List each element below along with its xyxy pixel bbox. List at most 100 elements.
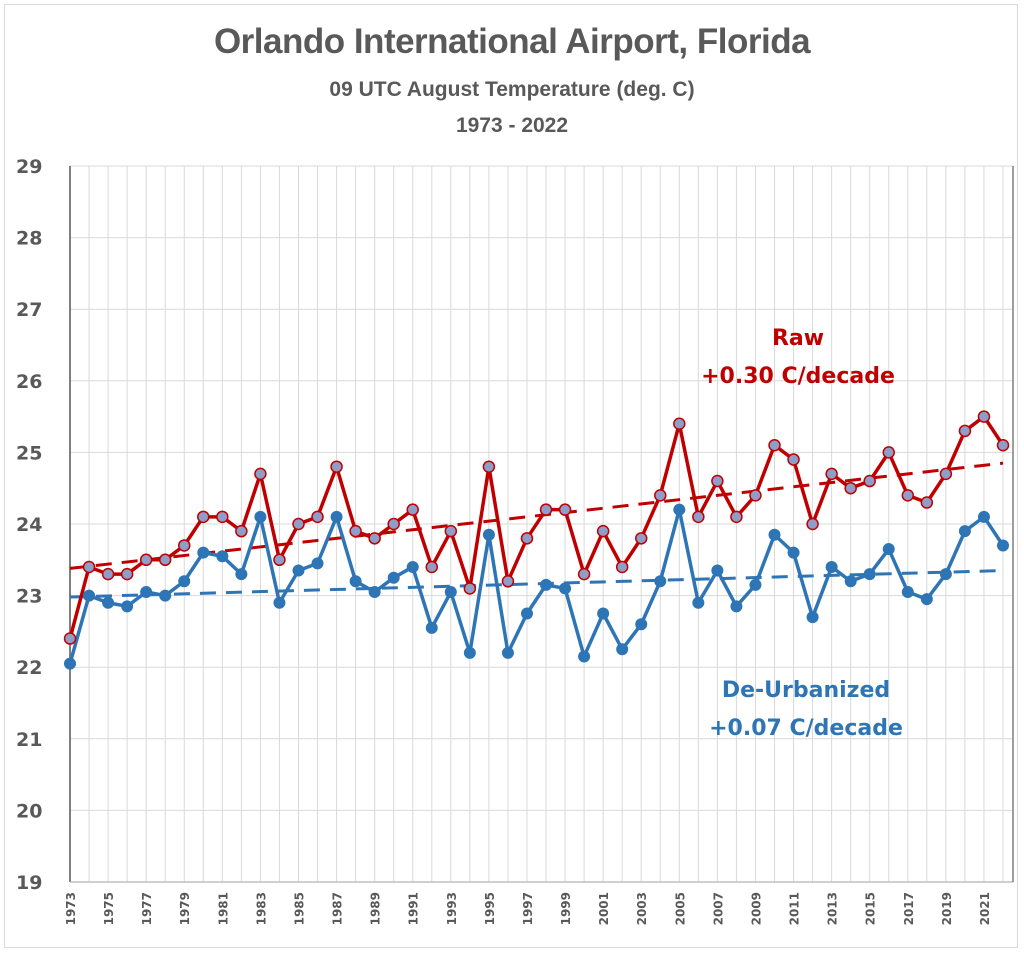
raw-point <box>977 410 991 423</box>
raw-point <box>825 467 838 481</box>
de-urbanized-point <box>292 564 305 577</box>
x-tick-label: 1977 <box>140 892 154 925</box>
x-tick-label: 2003 <box>635 892 649 925</box>
de-urbanized-point <box>863 568 876 581</box>
raw-rate-label: +0.30 C/decade <box>701 364 895 389</box>
de-urbanized-point <box>920 593 933 606</box>
de-urbanized-point <box>844 575 857 588</box>
raw-point <box>768 438 781 452</box>
de-urbanized-point <box>520 607 533 620</box>
raw-point <box>444 524 458 538</box>
raw-point <box>406 503 419 516</box>
raw-point <box>863 474 876 488</box>
raw-point <box>577 567 591 581</box>
de-urbanized-point <box>882 543 895 556</box>
de-urbanized-point <box>349 575 362 588</box>
raw-point <box>349 524 362 538</box>
x-tick-label: 1997 <box>521 892 535 925</box>
y-tick-label: 28 <box>16 228 42 250</box>
raw-point <box>939 467 953 481</box>
raw-point <box>558 503 572 516</box>
de-urbanized-point <box>159 589 172 602</box>
de-urbanized-point <box>673 503 686 516</box>
raw-point <box>235 524 248 538</box>
raw-point <box>749 489 762 502</box>
de-urbanized-point <box>901 586 914 599</box>
de-urbanized-point <box>635 618 648 631</box>
chart-frame <box>4 4 1018 948</box>
trend-lines <box>69 461 1004 599</box>
de-urbanized-point <box>806 611 819 624</box>
de-urbanized-point <box>311 557 324 570</box>
de-urbanized-point <box>482 528 495 541</box>
de-urbanized-point <box>654 575 667 588</box>
x-tick-label: 1983 <box>254 892 268 925</box>
de-urbanized-point <box>235 568 248 581</box>
de-urbanized-point <box>330 510 343 523</box>
de-urbanized-point <box>559 582 572 595</box>
x-tick-label: 1985 <box>292 892 306 925</box>
raw-point <box>520 532 534 545</box>
y-tick-label: 25 <box>16 442 42 464</box>
de-urbanized-point <box>711 564 724 577</box>
x-tick-label: 1989 <box>369 892 383 925</box>
grid <box>69 165 1013 883</box>
raw-point <box>711 474 724 488</box>
de-urbanized-point <box>749 578 762 591</box>
de-urbanized-point <box>501 646 514 659</box>
de-urbanized-point <box>197 546 210 559</box>
x-tick-label: 2015 <box>864 892 878 925</box>
x-tick-label: 1999 <box>559 892 573 925</box>
raw-line <box>68 414 1005 640</box>
chart-title: Orlando International Airport, Florida <box>213 22 811 61</box>
x-tick-label: 1973 <box>64 892 78 925</box>
raw-point <box>730 510 743 524</box>
annotations: Raw +0.30 C/decade De-Urbanized +0.07 C/… <box>701 326 903 741</box>
x-tick-label: 1993 <box>445 892 459 925</box>
raw-point <box>82 560 96 574</box>
x-tick-label: 1975 <box>102 892 116 925</box>
chart-period: 1973 - 2022 <box>455 114 569 137</box>
y-tick-label: 22 <box>16 657 42 679</box>
de-urbanized-point <box>273 596 286 609</box>
y-tick-label: 27 <box>16 299 42 321</box>
de-urbanized-point <box>121 600 134 613</box>
y-tick-label: 19 <box>16 872 42 894</box>
raw-point <box>654 489 667 502</box>
y-tick-label: 23 <box>16 586 42 608</box>
de-urbanized-point <box>83 589 96 602</box>
y-tick-label: 20 <box>16 800 42 822</box>
raw-point <box>482 460 496 473</box>
y-tick-label: 26 <box>16 371 42 393</box>
raw-point <box>634 532 648 545</box>
series-markers <box>63 410 1010 670</box>
de-urbanized-point <box>977 510 990 523</box>
raw-point <box>615 560 629 574</box>
x-tick-label: 2001 <box>597 892 611 925</box>
raw-point <box>806 517 819 531</box>
raw-point <box>692 510 705 524</box>
deurbanized-rate-label: +0.07 C/decade <box>709 716 903 741</box>
de-urbanized-point <box>425 621 438 634</box>
x-tick-label: 1991 <box>407 892 421 925</box>
de-urbanized-point <box>178 575 191 588</box>
de-urbanized-point <box>997 539 1009 552</box>
raw-point <box>996 438 1010 452</box>
de-urbanized-point <box>787 546 800 559</box>
de-urbanized-line <box>68 507 1005 665</box>
raw-point <box>844 481 857 495</box>
de-urbanized-point <box>463 646 476 659</box>
raw-point <box>901 489 915 502</box>
raw-point <box>539 503 553 516</box>
series-lines <box>68 414 1005 665</box>
de-urbanized-trend-line <box>69 569 1004 599</box>
deurbanized-label: De-Urbanized <box>722 678 890 703</box>
raw-point <box>158 553 172 567</box>
de-urbanized-point <box>406 560 419 573</box>
x-tick-label: 2007 <box>711 892 725 925</box>
de-urbanized-point <box>368 586 381 599</box>
x-tick-label: 1987 <box>331 892 345 925</box>
y-tick-label: 24 <box>16 514 42 536</box>
de-urbanized-point <box>387 571 400 584</box>
raw-point <box>63 632 77 645</box>
